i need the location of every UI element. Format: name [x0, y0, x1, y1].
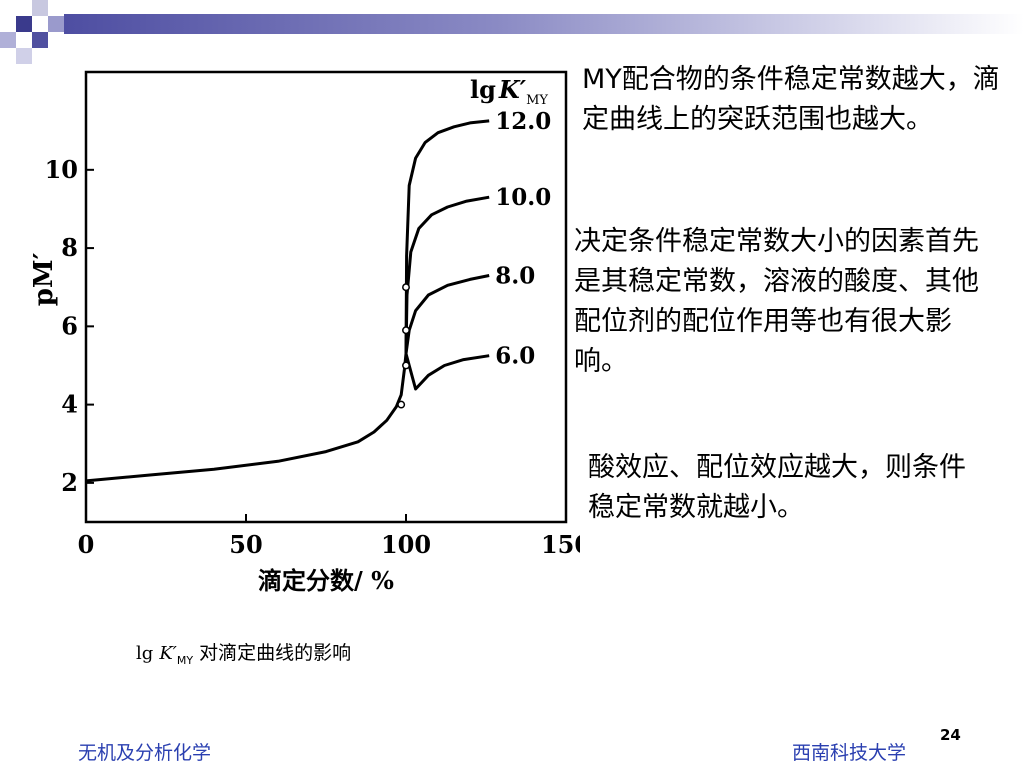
footer-university: 西南科技大学	[792, 742, 907, 764]
figure-caption: lg K′MY 对滴定曲线的影响	[136, 638, 351, 667]
curve-lgk-6.0	[404, 353, 490, 391]
x-tick-label: 0	[78, 530, 95, 559]
equivalence-marker	[397, 400, 406, 409]
chart-axes	[84, 70, 568, 524]
y-axis-label: pM′	[29, 252, 59, 306]
paragraph-1: MY配合物的条件稳定常数越大，滴定曲线上的突跃范围也越大。	[582, 64, 1000, 135]
x-tick-label: 150	[541, 530, 580, 559]
legend-title: lg K′MY	[470, 75, 548, 108]
y-tick-label: 2	[61, 468, 78, 497]
page-number: 24	[940, 726, 961, 744]
equivalence-marker	[402, 283, 410, 292]
paragraph-3: 酸效应、配位效应越大，则条件稳定常数就越小。	[588, 452, 966, 523]
titration-chart: 0 50 100 150 2 4 6 8 10 12.0 10.0 8.0 6.0 lgK′MY 滴定分数…	[29, 70, 580, 595]
x-tick-label: 100	[381, 530, 431, 559]
series-label-12.0: 12.0	[495, 108, 551, 135]
x-axis-label: 滴定分数/ %	[258, 566, 394, 595]
series-label-6.0: 6.0	[495, 343, 535, 370]
footer-course: 无机及分析化学	[78, 742, 212, 764]
caption-text: 对滴定曲线的影响	[199, 642, 352, 664]
series-label-10.0: 10.0	[495, 184, 551, 211]
y-tick-label: 6	[61, 311, 78, 340]
y-tick-label: 4	[61, 390, 78, 419]
plot-frame	[84, 70, 568, 524]
y-tick-label: 8	[61, 233, 78, 262]
series-label-8.0: 8.0	[495, 262, 535, 289]
equivalence-marker	[402, 361, 410, 370]
caption-prefix: lg	[136, 643, 154, 664]
curve-lgk-10.0	[404, 195, 490, 354]
curve-lgk-8.0	[404, 274, 490, 354]
paragraph-2: 决定条件稳定常数大小的因素首先是其稳定常数，溶液的酸度、其他配位剂的配位作用等也…	[574, 226, 979, 377]
y-tick-label: 10	[45, 155, 78, 184]
curve-lgk-12.0	[404, 119, 490, 354]
x-tick-label: 50	[229, 530, 262, 559]
equivalence-marker	[402, 326, 410, 335]
caption-subscript: MY	[176, 653, 194, 667]
caption-symbol: K′	[159, 643, 177, 664]
common-titration-curve	[85, 353, 408, 483]
